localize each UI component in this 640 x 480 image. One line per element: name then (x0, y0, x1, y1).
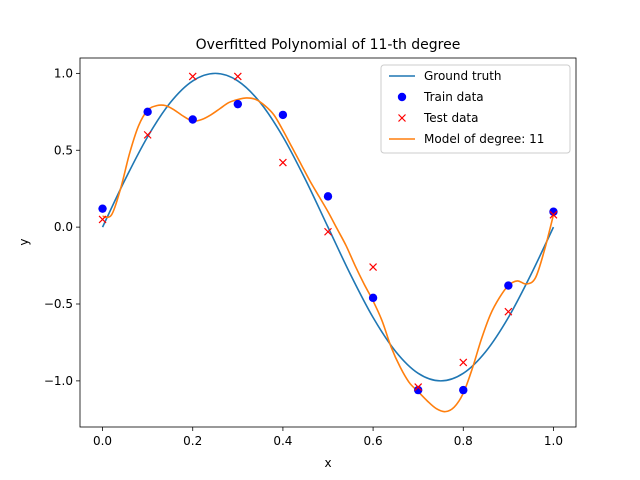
test-point-stroke-b (278, 158, 287, 167)
legend-entry-train-data: Train data (397, 90, 484, 104)
legend-entry-ground-truth: Ground truth (389, 69, 502, 83)
test-point-stroke-b (143, 130, 152, 139)
train-point (459, 385, 468, 395)
test-point (324, 227, 332, 236)
legend-label-test-data: Test data (423, 111, 478, 125)
train-point (549, 207, 558, 216)
train-point (278, 110, 288, 120)
y-tick-label: −1.0 (44, 374, 73, 388)
x-tick-label: 1.0 (544, 434, 563, 448)
legend-label-ground-truth: Ground truth (424, 69, 502, 83)
axes-frame (79, 57, 577, 428)
y-tick-label: −0.5 (44, 297, 73, 311)
x-tick-label: 0.2 (183, 434, 202, 448)
series-line-ground-truth (101, 72, 555, 382)
x-tick-label: 0.0 (93, 434, 112, 448)
test-point (504, 307, 513, 316)
test-point (369, 263, 378, 272)
legend-label-model-of-degree-11: Model of degree: 11 (424, 132, 544, 146)
train-point (504, 281, 513, 290)
test-point-stroke-b (504, 307, 513, 316)
legend-label-train-data: Train data (423, 90, 484, 104)
y-tick-label: 0.0 (54, 220, 73, 234)
test-point-stroke-b (459, 358, 468, 367)
test-point (98, 215, 107, 224)
test-point-stroke-b (98, 215, 107, 224)
test-point-stroke-b (549, 210, 558, 219)
plot-area: 0.0 0.2 0.4 0.6 0.8 1.0 −1.0 −0.5 0.0 0.5 1.0 (44, 57, 577, 448)
x-tick-label: 0.4 (273, 434, 292, 448)
legend: Ground truth Train data Test data Model of … (380, 64, 571, 154)
legend-swatch-dot (397, 92, 407, 102)
legend-entry-model-of-degree-11: Model of degree: 11 (389, 132, 544, 146)
test-point-stroke-b (369, 263, 378, 272)
test-point (188, 72, 197, 81)
train-point (98, 204, 107, 213)
test-point-stroke-b (324, 227, 332, 236)
x-tick-label: 0.8 (454, 434, 473, 448)
test-point (143, 130, 152, 139)
chart-title: Overfitted Polynomial of 11-th degree (196, 37, 461, 53)
x-axis-label: x (324, 456, 331, 470)
test-point (459, 358, 468, 367)
train-point (143, 107, 152, 117)
test-point (233, 72, 242, 81)
legend-swatch-x-b (398, 114, 406, 122)
x-tick-label: 0.6 (364, 434, 383, 448)
test-point (278, 158, 287, 167)
legend-entry-test-data: Test data (398, 111, 478, 125)
test-point-stroke-b (233, 72, 242, 81)
y-axis-label: y (17, 238, 31, 245)
train-point (188, 115, 197, 124)
train-point (233, 99, 243, 109)
train-point (368, 293, 378, 303)
test-point (414, 383, 423, 391)
train-point (323, 192, 333, 201)
legend-box (380, 64, 571, 154)
y-tick-label: 0.5 (54, 143, 73, 157)
test-point (549, 210, 558, 219)
y-tick-label: 1.0 (54, 66, 73, 80)
test-point-stroke-b (414, 383, 423, 391)
train-point (413, 385, 423, 395)
test-point-stroke-b (188, 72, 197, 81)
series-group (98, 72, 558, 413)
series-line-model-of-degree-11 (102, 97, 555, 413)
